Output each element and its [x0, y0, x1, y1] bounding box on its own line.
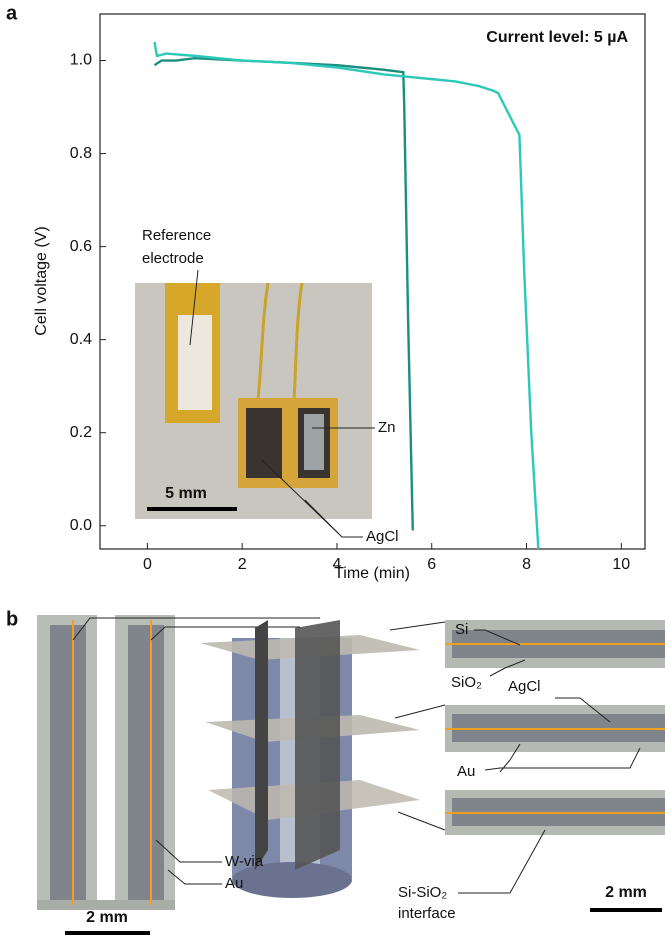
y-tick-label: 0.8	[70, 145, 92, 162]
x-tick-label: 2	[238, 556, 247, 573]
scale-label: 2 mm	[86, 909, 128, 926]
y-axis-title: Cell voltage (V)	[33, 226, 50, 335]
ct-slices-right	[445, 620, 665, 835]
figure: a Current level: 5 µA Time (min) Cell vo…	[0, 0, 665, 945]
scale-label: 2 mm	[605, 884, 647, 901]
x-tick-label: 6	[427, 556, 436, 573]
inset-label: AgCl	[366, 528, 399, 545]
b-label: Si	[455, 621, 468, 638]
x-axis-title: Time (min)	[334, 565, 410, 582]
y-tick-label: 0.2	[70, 424, 92, 441]
y-tick-label: 0.0	[70, 517, 92, 534]
b-label: interface	[398, 905, 456, 922]
y-tick-label: 0.4	[70, 331, 92, 348]
x-tick-label: 8	[522, 556, 531, 573]
leader	[168, 870, 222, 884]
scale-label: 5 mm	[165, 485, 207, 502]
inset-label: Zn	[378, 419, 396, 436]
y-tick-label: 1.0	[70, 52, 92, 69]
annotation: Current level: 5 µA	[486, 29, 628, 46]
panel-label: b	[6, 608, 18, 630]
y-tick-label: 0.6	[70, 238, 92, 255]
ct-slices-left	[37, 615, 175, 910]
x-tick-label: 4	[333, 556, 342, 573]
x-tick-label: 10	[612, 556, 630, 573]
zn-electrode	[304, 414, 324, 470]
b-label: Si-SiO₂	[398, 884, 447, 901]
x-tick-label: 0	[143, 556, 152, 573]
b-label: SiO₂	[451, 674, 482, 691]
inset-label: Reference	[142, 227, 211, 244]
b-label: AgCl	[508, 678, 541, 695]
agcl-electrode	[246, 408, 282, 478]
b-label: W-via	[225, 853, 264, 870]
panel-label: a	[6, 2, 18, 24]
inset-photo	[135, 283, 372, 519]
b-label: Au	[225, 875, 243, 892]
ref-electrode	[178, 315, 212, 410]
leader	[73, 618, 320, 640]
inset-label: electrode	[142, 250, 204, 267]
leader	[458, 830, 545, 893]
b-label: Au	[457, 763, 475, 780]
